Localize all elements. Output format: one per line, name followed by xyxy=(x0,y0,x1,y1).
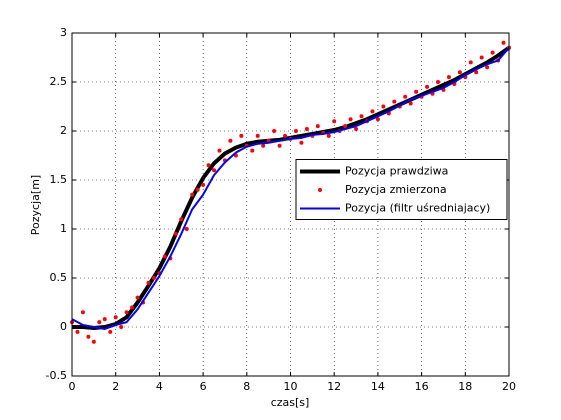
x-tick-label: 10 xyxy=(284,380,298,393)
data-point xyxy=(293,129,298,133)
data-point xyxy=(348,117,353,122)
data-point xyxy=(179,217,184,222)
data-point xyxy=(86,334,91,339)
data-point xyxy=(446,75,451,80)
data-point xyxy=(130,305,135,310)
data-point xyxy=(212,168,217,173)
data-point xyxy=(474,70,479,75)
x-tick-label: 8 xyxy=(243,380,250,393)
data-point xyxy=(97,320,102,325)
data-point xyxy=(485,65,490,70)
data-point xyxy=(479,55,484,60)
y-tick-label: 1.5 xyxy=(50,173,68,186)
y-tick-label: 2 xyxy=(60,124,67,137)
data-point xyxy=(190,192,195,197)
legend-label: Pozycja zmierzona xyxy=(345,183,447,196)
data-point xyxy=(332,119,337,124)
data-point xyxy=(381,104,386,109)
data-point xyxy=(490,50,495,55)
x-tick-label: 18 xyxy=(458,380,472,393)
y-tick-label: -0.5 xyxy=(46,369,67,382)
data-point xyxy=(228,138,233,143)
data-point xyxy=(146,280,151,285)
data-point xyxy=(326,133,331,138)
data-point xyxy=(113,315,118,320)
data-point xyxy=(304,127,309,132)
data-point xyxy=(501,40,506,45)
data-point xyxy=(201,182,206,187)
x-tick-label: 2 xyxy=(112,380,119,393)
legend-marker xyxy=(318,188,322,192)
x-tick-label: 20 xyxy=(502,380,516,393)
x-tick-label: 14 xyxy=(371,380,385,393)
data-point xyxy=(403,94,408,99)
x-tick-label: 0 xyxy=(69,380,76,393)
data-point xyxy=(239,133,244,138)
data-point xyxy=(277,143,282,148)
y-tick-label: 0.5 xyxy=(50,271,68,284)
x-tick-label: 6 xyxy=(200,380,207,393)
data-point xyxy=(392,99,397,104)
data-point xyxy=(173,231,178,236)
axes-box xyxy=(71,32,510,377)
data-point xyxy=(255,133,260,138)
y-tick-label: 3 xyxy=(60,26,67,39)
data-point xyxy=(91,339,96,344)
data-point xyxy=(359,114,364,119)
x-axis-label: czas[s] xyxy=(271,396,310,409)
data-point xyxy=(408,101,413,106)
data-point xyxy=(457,70,462,75)
data-point xyxy=(75,329,80,334)
data-point xyxy=(124,310,129,315)
data-point xyxy=(414,89,419,94)
data-point xyxy=(354,127,359,132)
y-tick-label: 0 xyxy=(60,320,67,333)
data-point xyxy=(206,163,211,168)
data-point xyxy=(108,329,113,334)
data-point xyxy=(195,187,200,192)
data-point xyxy=(250,148,255,153)
data-point xyxy=(162,254,167,259)
y-axis-label: Pozycja[m] xyxy=(29,175,42,235)
data-point xyxy=(299,140,304,145)
data-point xyxy=(425,84,430,89)
y-tick-label: 1 xyxy=(60,222,67,235)
data-point xyxy=(261,143,266,148)
y-tick-label: 2.5 xyxy=(50,75,68,88)
data-point xyxy=(375,117,380,122)
data-point xyxy=(151,276,156,280)
data-point xyxy=(135,295,140,300)
data-point xyxy=(217,148,222,153)
data-point xyxy=(184,227,189,231)
legend-label: Pozycja prawdziwa xyxy=(345,165,448,178)
x-tick-label: 4 xyxy=(156,380,163,393)
data-point xyxy=(80,310,85,315)
data-point xyxy=(272,129,277,133)
series-line xyxy=(71,47,510,330)
x-tick-label: 12 xyxy=(327,380,341,393)
data-point xyxy=(343,124,348,129)
data-point xyxy=(370,109,375,114)
data-point xyxy=(283,133,288,138)
x-tick-label: 16 xyxy=(415,380,429,393)
data-point xyxy=(315,124,320,129)
data-point xyxy=(119,325,124,329)
legend-label: Pozycja (filtr uśredniajacy) xyxy=(345,202,490,215)
data-point xyxy=(468,60,473,65)
data-point xyxy=(435,80,440,84)
data-point xyxy=(102,317,107,322)
